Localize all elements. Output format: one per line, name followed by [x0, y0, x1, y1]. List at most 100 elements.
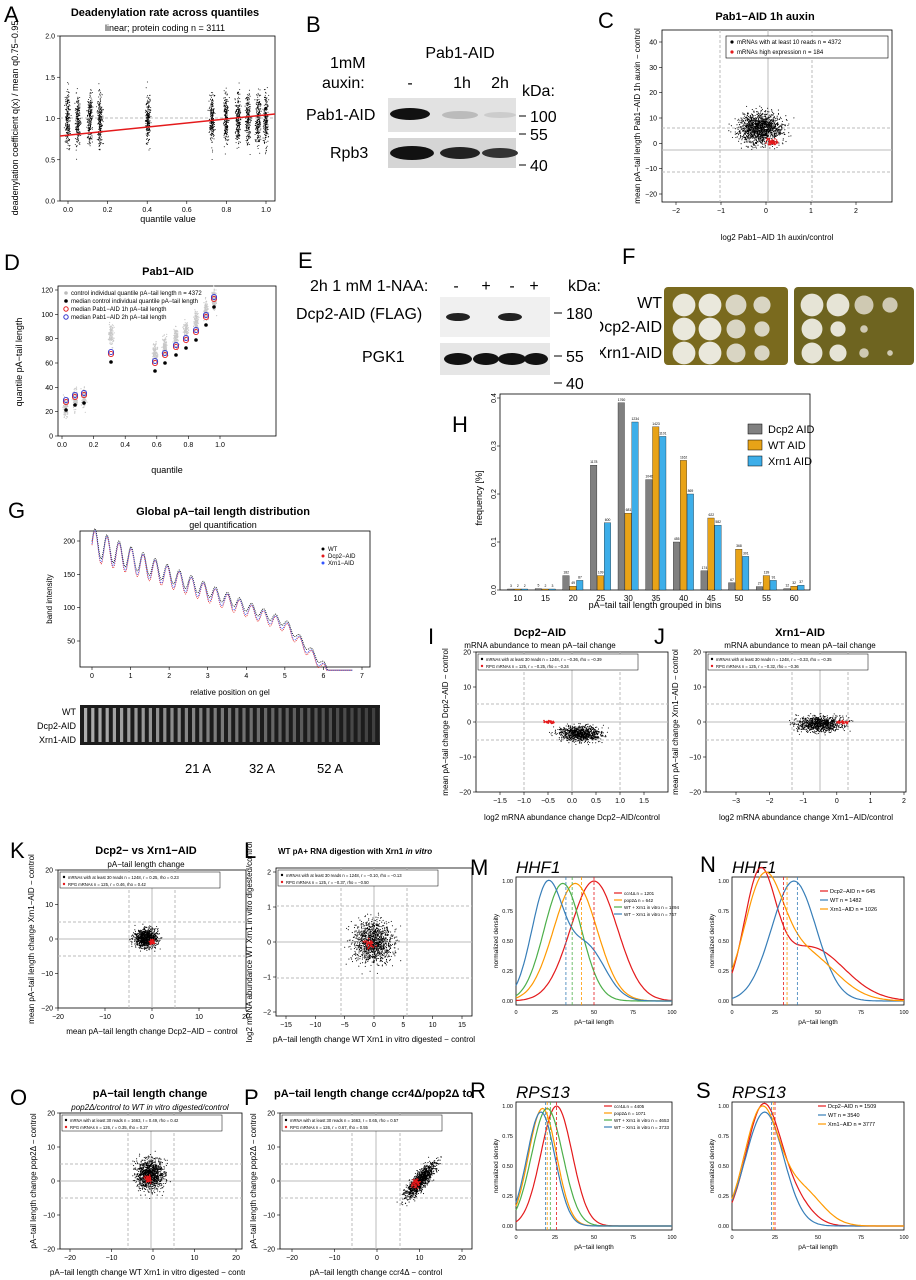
panel-a-scatter	[63, 81, 270, 160]
scatter-point	[145, 115, 147, 117]
scatter-point	[770, 114, 772, 116]
scatter-point	[248, 110, 250, 112]
scatter-point	[736, 136, 738, 138]
scatter-point	[225, 132, 227, 134]
scatter-point	[90, 133, 92, 135]
scatter-point	[259, 125, 261, 127]
scatter-point	[246, 97, 248, 98]
scatter-point	[238, 115, 240, 117]
scatter-point	[82, 392, 85, 395]
scatter-point	[76, 403, 78, 405]
scatter-point	[100, 96, 102, 98]
scatter-point	[148, 98, 150, 100]
scatter-point	[145, 122, 147, 124]
scatter-point	[99, 115, 101, 117]
scatter-point	[196, 317, 198, 319]
panel-a-xtick-2: 0.4	[142, 207, 152, 214]
scatter-point	[245, 127, 247, 129]
scatter-point	[109, 341, 111, 343]
scatter-point	[781, 120, 783, 122]
scatter-point	[77, 114, 79, 116]
scatter-point	[239, 113, 240, 115]
scatter-point	[743, 124, 745, 126]
scatter-point	[758, 132, 760, 134]
scatter-point	[67, 126, 69, 128]
scatter-point	[766, 125, 768, 127]
scatter-point	[149, 95, 151, 96]
scatter-point	[749, 123, 751, 125]
scatter-point	[239, 98, 241, 99]
scatter-point	[154, 345, 156, 347]
scatter-point	[248, 118, 249, 120]
scatter-point	[173, 334, 175, 337]
scatter-point	[263, 112, 265, 114]
scatter-point	[98, 125, 100, 127]
scatter-point	[762, 129, 764, 131]
scatter-point	[755, 125, 757, 128]
scatter-point	[751, 148, 753, 150]
scatter-point	[758, 121, 760, 123]
scatter-point	[65, 117, 67, 119]
scatter-point	[772, 117, 774, 119]
scatter-point	[767, 122, 769, 125]
scatter-point	[98, 143, 100, 145]
median-2h-point	[62, 396, 70, 404]
scatter-point	[768, 122, 770, 124]
scatter-point	[226, 110, 228, 111]
scatter-point	[153, 348, 155, 351]
scatter-point	[76, 119, 78, 121]
scatter-point	[257, 124, 259, 126]
scatter-point	[147, 119, 149, 121]
scatter-point	[224, 116, 226, 118]
scatter-point	[773, 116, 775, 118]
scatter-point	[234, 111, 236, 113]
scatter-point	[236, 135, 238, 137]
scatter-point	[194, 311, 196, 313]
scatter-point	[248, 129, 250, 130]
scatter-point	[238, 135, 240, 136]
scatter-point	[146, 120, 148, 122]
scatter-point	[246, 114, 248, 116]
scatter-point	[237, 119, 239, 121]
scatter-point	[98, 118, 100, 120]
scatter-point	[766, 132, 768, 134]
scatter-point	[149, 113, 151, 115]
scatter-point	[65, 129, 67, 131]
scatter-point	[100, 136, 102, 138]
scatter-point	[258, 123, 260, 125]
scatter-point	[65, 417, 67, 420]
scatter-point	[238, 138, 240, 139]
scatter-point	[760, 146, 762, 148]
scatter-point	[79, 111, 81, 113]
scatter-point	[145, 129, 147, 131]
scatter-point	[213, 129, 215, 131]
scatter-point	[768, 114, 770, 116]
scatter-point	[205, 319, 207, 321]
scatter-point	[763, 134, 765, 136]
scatter-point	[90, 112, 92, 114]
scatter-point	[256, 131, 258, 133]
scatter-point	[258, 112, 260, 114]
scatter-point	[238, 120, 240, 122]
scatter-point	[258, 103, 260, 104]
scatter-point	[784, 125, 786, 127]
scatter-point	[770, 137, 772, 140]
scatter-point	[769, 147, 771, 149]
scatter-point	[210, 113, 212, 115]
scatter-point	[260, 138, 262, 140]
scatter-point	[173, 337, 175, 339]
panel-b-row-1: Pab1-AID	[306, 107, 375, 124]
scatter-point	[101, 143, 103, 145]
scatter-point	[755, 139, 757, 141]
scatter-point	[70, 133, 72, 134]
scatter-point	[782, 143, 784, 145]
scatter-point	[149, 111, 150, 113]
scatter-point	[90, 92, 92, 94]
scatter-point	[110, 328, 112, 330]
scatter-point	[739, 130, 741, 132]
scatter-point	[236, 112, 238, 114]
scatter-point	[264, 126, 266, 127]
scatter-point	[78, 113, 80, 115]
scatter-point	[265, 121, 267, 123]
